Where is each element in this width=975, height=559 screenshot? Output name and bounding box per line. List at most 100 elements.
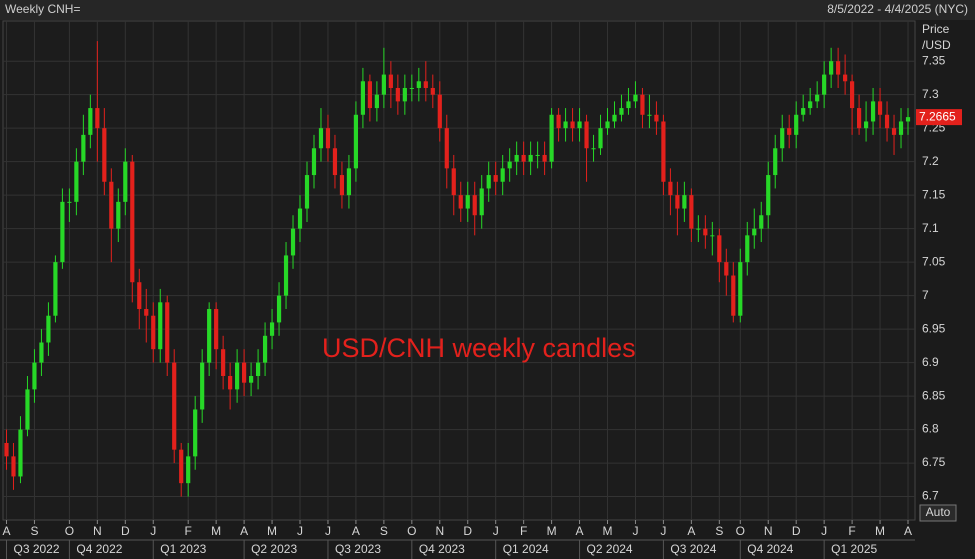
candle-body [870,101,876,122]
candle-body [703,228,708,236]
y-tick-label: 6.7 [922,489,939,503]
candle-body [248,375,254,383]
x-tick-label: A [352,524,360,538]
y-tick-label: 7.3 [922,87,939,101]
candle-body [514,154,519,162]
candle-body [423,81,428,88]
x-tick-label: J [493,524,499,538]
x-tick-label: Q1 2023 [160,542,206,556]
candle-body [640,94,645,115]
candle-body [25,389,30,430]
candle-body [605,121,610,129]
candle-body [46,315,51,343]
candle-body [18,429,23,477]
x-tick-label: Q3 2024 [670,542,716,556]
x-tick-label: J [325,524,331,538]
candle-body [88,108,93,135]
candle-body [116,201,121,229]
header-bar [0,0,975,20]
candle-body [479,188,484,216]
candle-body [619,108,624,115]
candle-body [276,295,282,323]
x-tick-label: J [660,524,666,538]
candle-body [165,302,170,363]
candle-body [752,228,757,236]
x-tick-label: D [792,524,801,538]
candle-body [388,74,393,88]
auto-button[interactable] [919,504,957,522]
candle-body [367,81,372,109]
candle-body [262,335,268,363]
x-tick-label: A [576,524,584,538]
candle-body [60,201,65,263]
candle-body [822,74,827,95]
candle-body [905,117,911,122]
auto-button-label[interactable]: Auto [926,505,951,519]
candle-body [123,161,128,202]
candle-body [759,215,764,229]
last-price-tag [916,109,962,126]
candle-body [179,449,184,484]
candle-body [53,262,58,316]
candle-body [745,235,750,263]
y-tick-label: 7.15 [922,187,946,201]
candle-body [493,175,498,182]
candle-body [689,195,694,229]
candle-body [346,168,352,196]
candle-body [235,362,240,390]
candle-body [458,195,463,209]
candle-body [39,342,44,363]
candle-body [381,74,386,95]
y-axis-label: Price [922,22,950,36]
candle-body [556,114,561,129]
candle-body [297,208,303,229]
candle-body [32,362,37,390]
candle-body [570,121,575,129]
y-tick-label: 7.2 [922,154,939,168]
candle-body [717,235,722,263]
candle-body [193,409,198,457]
x-tick-label: N [93,524,102,538]
candle-body [598,128,603,149]
x-tick-label: Q3 2023 [335,542,381,556]
candle-body [801,108,806,115]
candle-body [528,154,533,162]
candle-body [626,101,631,109]
candle-body [521,154,526,162]
candle-body [668,181,673,196]
header-title: Weekly CNH= [5,2,80,16]
x-tick-label: M [603,524,613,538]
candle-body [507,161,512,169]
x-tick-label: M [875,524,885,538]
x-tick-label: O [736,524,745,538]
x-tick-label: S [715,524,723,538]
x-tick-label: A [240,524,248,538]
candle-body [214,309,219,350]
candle-body [451,168,456,196]
x-tick-label: F [520,524,527,538]
candle-body [102,128,107,182]
x-tick-label: Q3 2022 [13,542,59,556]
y-tick-label: 6.75 [922,455,946,469]
x-tick-label: J [632,524,638,538]
x-tick-label: Q4 2022 [76,542,122,556]
candle-body [95,108,100,129]
y-tick-label: 6.8 [922,422,939,436]
x-tick-label: N [764,524,773,538]
candle-body [724,262,729,276]
candle-body [416,81,421,88]
x-tick-label: A [687,524,695,538]
candle-body [898,121,904,135]
candle-body [339,175,345,196]
candle-body [67,201,72,203]
candle-body [437,94,442,129]
candle-body [612,114,617,122]
candle-body [255,362,261,376]
candle-body [738,262,743,316]
candle-body [808,101,813,109]
candle-body [884,114,890,129]
candle-body [633,94,638,102]
candle-body [577,121,582,129]
candle-body [11,456,16,477]
